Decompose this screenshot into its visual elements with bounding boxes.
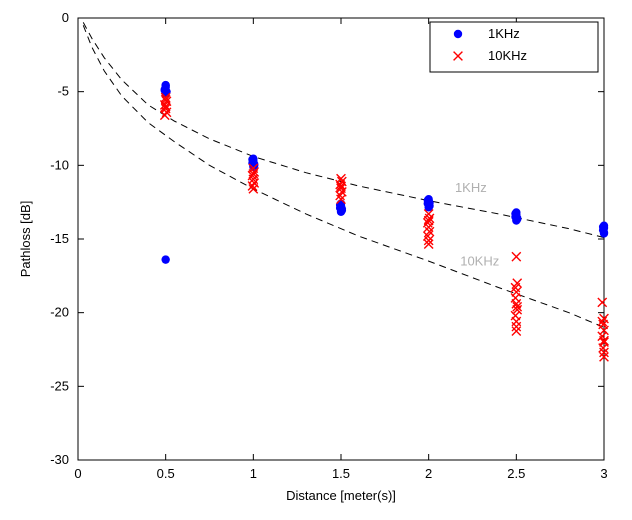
series-10KHz bbox=[160, 93, 608, 361]
series-1KHz-point bbox=[161, 255, 169, 263]
x-tick-label: 0.5 bbox=[157, 466, 175, 481]
series-10KHz-point bbox=[512, 327, 521, 336]
x-tick-label: 2.5 bbox=[507, 466, 525, 481]
y-axis-label: Pathloss [dB] bbox=[18, 201, 33, 278]
y-tick-label: 0 bbox=[62, 10, 69, 25]
x-tick-label: 2 bbox=[425, 466, 432, 481]
x-tick-label: 3 bbox=[600, 466, 607, 481]
series-1KHz-point bbox=[513, 214, 521, 222]
series-1KHz-point bbox=[338, 205, 346, 213]
y-tick-label: -5 bbox=[57, 84, 69, 99]
curve-annotation: 1KHz bbox=[455, 180, 487, 195]
legend-1KHz-point bbox=[454, 30, 462, 38]
series-10KHz-point bbox=[598, 298, 607, 307]
x-tick-label: 0 bbox=[74, 466, 81, 481]
y-tick-label: -10 bbox=[50, 157, 69, 172]
series-1KHz bbox=[161, 81, 609, 264]
y-tick-label: -20 bbox=[50, 305, 69, 320]
y-tick-label: -30 bbox=[50, 452, 69, 467]
series-10KHz-point bbox=[512, 252, 521, 261]
series-1KHz-point bbox=[600, 229, 608, 237]
series-10KHz-point bbox=[160, 111, 169, 120]
series-1KHz-point bbox=[425, 199, 433, 207]
legend-label: 1KHz bbox=[488, 26, 520, 41]
series-10KHz-point bbox=[512, 322, 521, 331]
legend: 1KHz 10KHz bbox=[430, 22, 598, 72]
legend-label: 10KHz bbox=[488, 48, 527, 63]
y-tick-label: -25 bbox=[50, 378, 69, 393]
pathloss-chart: 0 0.5 1 1.5 2 2.5 3 -30 -25 -20 -15 -10 -5 0 Distance … bbox=[0, 0, 632, 520]
y-tick-label: -15 bbox=[50, 231, 69, 246]
plot-area bbox=[78, 18, 604, 460]
x-tick-label: 1.5 bbox=[332, 466, 350, 481]
x-axis-label: Distance [meter(s)] bbox=[286, 488, 396, 503]
x-tick-label: 1 bbox=[250, 466, 257, 481]
curve-annotation: 10KHz bbox=[460, 254, 499, 269]
series-10KHz-point bbox=[512, 317, 521, 326]
